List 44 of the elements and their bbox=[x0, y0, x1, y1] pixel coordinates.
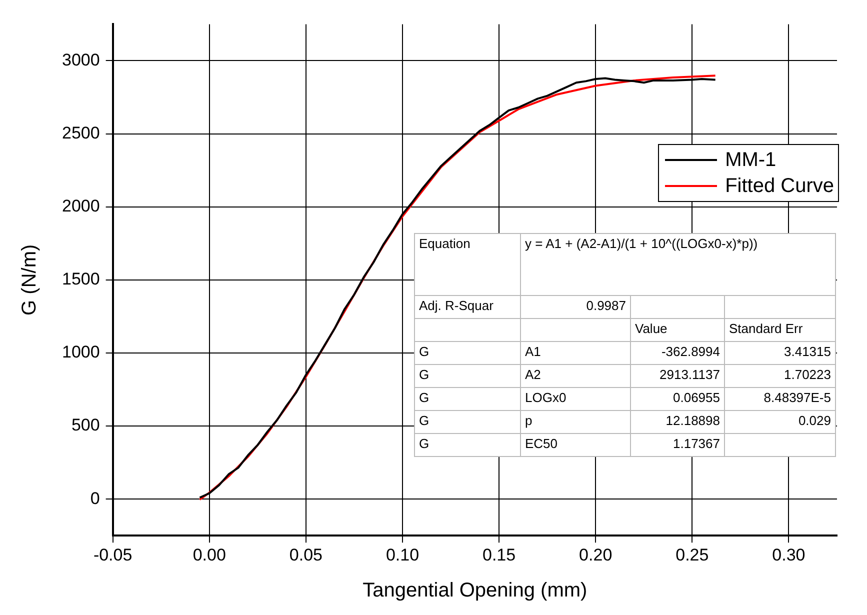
y-tick-label: 1000 bbox=[62, 342, 100, 362]
x-tick-label: -0.05 bbox=[93, 545, 132, 564]
annotation: G bbox=[414, 342, 520, 364]
annotation: 2913.1137 bbox=[630, 364, 724, 388]
annotation: Standard Err bbox=[724, 318, 836, 342]
annotation: 8.48397E-5 bbox=[724, 388, 836, 410]
annotation: Equation bbox=[414, 234, 520, 296]
y-tick-label: 2500 bbox=[62, 123, 100, 142]
x-tick-label: 0.20 bbox=[579, 545, 612, 564]
annotation: -362.8994 bbox=[630, 342, 724, 364]
y-tick-label: 3000 bbox=[62, 50, 100, 70]
x-axis-title: Tangential Opening (mm) bbox=[362, 580, 588, 602]
annotation: A2 bbox=[520, 364, 630, 388]
annotation: 12.18898 bbox=[630, 410, 724, 434]
annotation: G bbox=[414, 410, 520, 434]
annotation: y = A1 + (A2-A1)/(1 + 10^((LOGx0-x)*p)) bbox=[520, 234, 836, 296]
annotation: 1.70223 bbox=[724, 364, 836, 388]
annotation: 0.9987 bbox=[520, 296, 630, 318]
y-tick-label: 2000 bbox=[62, 196, 100, 216]
x-tick-label: 0.10 bbox=[386, 545, 420, 564]
annotation: A1 bbox=[520, 342, 630, 364]
annotation: 0.029 bbox=[724, 410, 836, 434]
x-tick-label: 0.15 bbox=[482, 545, 516, 564]
x-tick-label: 0.25 bbox=[676, 545, 709, 564]
x-tick-label: 0.00 bbox=[192, 545, 226, 564]
annotation: G bbox=[414, 388, 520, 410]
legend-label: MM-1 bbox=[725, 148, 776, 174]
annotation: p bbox=[520, 410, 630, 434]
annotation: G bbox=[414, 434, 520, 456]
annotation: 0.06955 bbox=[630, 388, 724, 410]
annotation: 1.17367 bbox=[630, 434, 724, 456]
x-tick-label: 0.30 bbox=[772, 545, 806, 564]
y-axis-title: G (N/m) bbox=[18, 244, 41, 316]
annotation: 3.41315 bbox=[724, 342, 836, 364]
y-tick-label: 1500 bbox=[62, 270, 100, 289]
legend-label: Fitted Curve bbox=[725, 174, 834, 200]
y-tick-label: 500 bbox=[71, 416, 100, 435]
annotation: LOGx0 bbox=[520, 388, 630, 410]
x-tick-label: 0.05 bbox=[289, 545, 322, 564]
annotation: Adj. R-Squar bbox=[414, 296, 520, 318]
annotation: Value bbox=[630, 318, 724, 342]
annotation: G bbox=[414, 364, 520, 388]
y-tick-label: 0 bbox=[90, 488, 100, 508]
annotation: EC50 bbox=[520, 434, 630, 456]
